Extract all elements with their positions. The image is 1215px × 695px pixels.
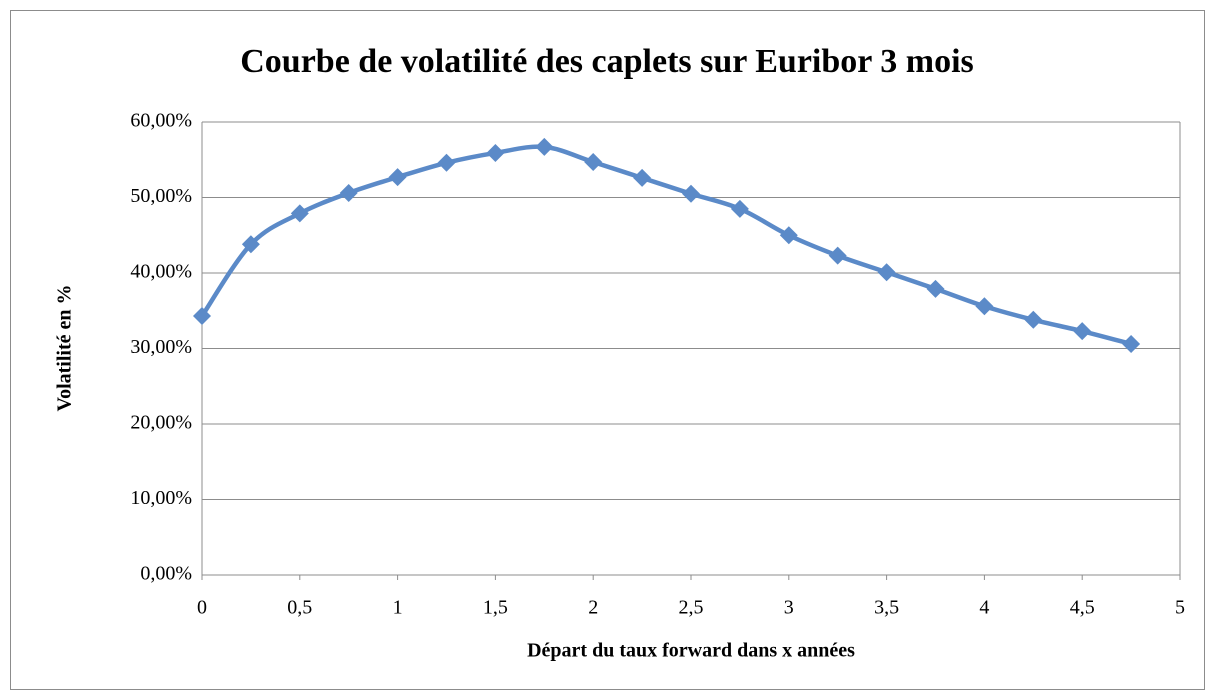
marker xyxy=(828,246,847,265)
x-tick-label: 4 xyxy=(979,597,989,619)
y-tick-label: 10,00% xyxy=(130,487,192,509)
y-tick-label: 60,00% xyxy=(130,110,192,132)
chart-title: Courbe de volatilité des caplets sur Eur… xyxy=(240,43,974,80)
y-tick-label: 30,00% xyxy=(130,336,192,358)
marker xyxy=(926,279,945,298)
marker xyxy=(437,153,456,172)
marker xyxy=(975,297,994,316)
x-tick-label: 1,5 xyxy=(483,597,508,619)
x-axis-title: Départ du taux forward dans x années xyxy=(527,640,855,662)
x-tick-label: 2,5 xyxy=(679,597,704,619)
marker xyxy=(584,153,603,172)
x-tick-label: 4,5 xyxy=(1070,597,1095,619)
marker xyxy=(1073,322,1092,341)
y-tick-label: 0,00% xyxy=(140,563,192,585)
marker xyxy=(486,143,505,162)
y-tick-label: 20,00% xyxy=(130,412,192,434)
marker xyxy=(290,204,309,223)
y-tick-label: 50,00% xyxy=(130,185,192,207)
marker xyxy=(633,168,652,187)
x-tick-label: 0,5 xyxy=(287,597,312,619)
marker xyxy=(535,137,554,156)
x-tick-label: 3,5 xyxy=(874,597,899,619)
marker xyxy=(682,184,700,203)
marker xyxy=(1024,310,1043,329)
marker xyxy=(779,226,798,245)
x-tick-label: 3 xyxy=(784,597,794,619)
x-tick-label: 2 xyxy=(588,597,598,619)
marker xyxy=(730,199,749,218)
marker xyxy=(388,168,407,187)
x-tick-label: 1 xyxy=(393,597,403,619)
y-tick-label: 40,00% xyxy=(130,261,192,283)
marker xyxy=(241,235,260,254)
marker xyxy=(1122,334,1141,353)
marker xyxy=(339,183,358,202)
x-tick-label: 5 xyxy=(1175,597,1185,619)
y-axis-title: Volatilité en % xyxy=(54,284,76,411)
marker xyxy=(877,263,896,282)
marker xyxy=(193,307,211,326)
x-tick-label: 0 xyxy=(197,597,207,619)
